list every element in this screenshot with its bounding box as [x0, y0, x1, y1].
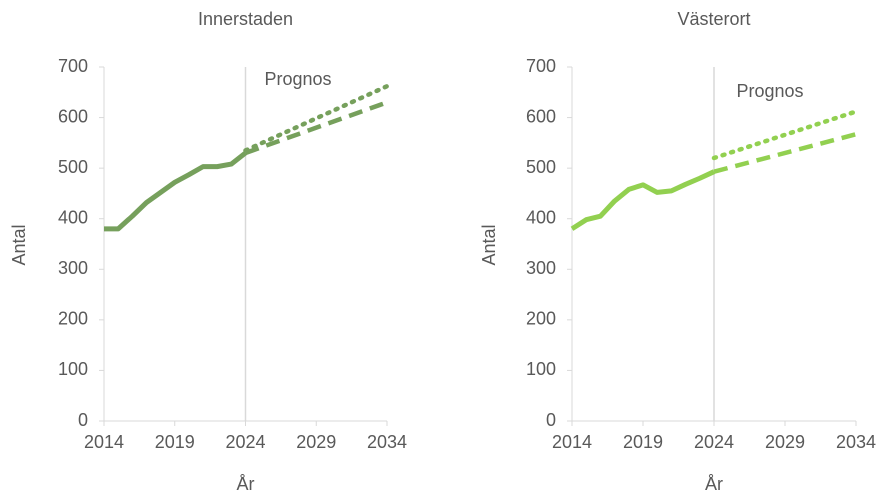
annotation: Prognos	[264, 69, 331, 89]
y-tick-label: 100	[526, 359, 556, 379]
x-tick-label: 2034	[367, 432, 407, 452]
y-tick-label: 700	[58, 56, 88, 76]
y-tick-label: 600	[526, 106, 556, 126]
y-tick-label: 200	[58, 309, 88, 329]
y-tick-label: 400	[58, 207, 88, 227]
y-tick-label: 0	[546, 410, 556, 430]
x-axis-label: År	[237, 474, 255, 494]
line	[570, 169, 716, 231]
y-axis-label: Antal	[9, 224, 29, 265]
y-tick-label: 500	[58, 157, 88, 177]
x-tick-label: 2029	[296, 432, 336, 452]
x-axis-label: År	[705, 474, 723, 494]
line	[711, 109, 859, 161]
x-tick-label: 2024	[694, 432, 734, 452]
y-tick-label: 100	[58, 359, 88, 379]
y-tick-label: 200	[526, 309, 556, 329]
y-tick-label: 500	[526, 157, 556, 177]
x-tick-label: 2034	[836, 432, 876, 452]
y-tick-label: 700	[526, 56, 556, 76]
line	[713, 132, 857, 174]
chart-title: Innerstaden	[198, 9, 293, 29]
y-tick-label: 600	[58, 106, 88, 126]
line	[104, 151, 248, 232]
x-tick-label: 2029	[765, 432, 805, 452]
x-tick-label: 2014	[552, 432, 592, 452]
x-tick-label: 2014	[84, 432, 124, 452]
x-tick-label: 2019	[155, 432, 195, 452]
y-axis-label: Antal	[479, 224, 499, 265]
y-tick-label: 300	[526, 258, 556, 278]
x-tick-label: 2019	[623, 432, 663, 452]
line	[243, 83, 390, 153]
line	[244, 100, 388, 156]
chart-title: Västerort	[677, 9, 750, 29]
y-tick-label: 0	[78, 410, 88, 430]
y-tick-label: 300	[58, 258, 88, 278]
annotation: Prognos	[736, 81, 803, 101]
y-tick-label: 400	[526, 207, 556, 227]
x-tick-label: 2024	[225, 432, 265, 452]
